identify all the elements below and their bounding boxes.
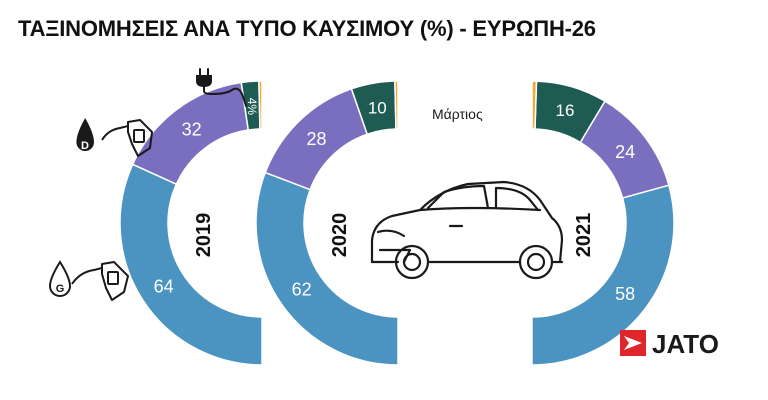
data-label-2021-gasoline: 58: [615, 284, 635, 304]
slice-2020-other: [394, 80, 399, 130]
donut-group: 64 32 4% 2019 62 28 10 2020 58 24 16 2021: [119, 80, 675, 366]
jato-logo: JATO: [620, 329, 719, 359]
svg-text:D: D: [81, 140, 89, 152]
slice-2021-gasoline: [531, 184, 675, 366]
slice-2020-gasoline: [255, 171, 399, 366]
gasoline-pump-icon: G: [48, 260, 129, 301]
slice-2021-other: [531, 80, 538, 130]
donut-2021: 58 24 16 2021: [531, 80, 675, 366]
car-outline-icon: [370, 180, 564, 280]
data-label-2021-diesel: 24: [615, 142, 635, 162]
diesel-pump-icon: D: [76, 118, 153, 157]
year-label-2020: 2020: [329, 213, 351, 258]
ev-plug-icon: [196, 68, 247, 107]
data-label-2019-diesel: 32: [182, 120, 202, 140]
data-label-2020-diesel: 28: [306, 129, 326, 149]
page-title: ΤΑΞΙΝΟΜΗΣΕΙΣ ΑΝΑ ΤΥΠΟ ΚΑΥΣΙΜΟΥ (%) - ΕΥΡ…: [18, 16, 596, 41]
slice-2019-gasoline: [119, 163, 263, 366]
month-label: Μάρτιος: [432, 106, 483, 122]
data-label-2020-gasoline: 62: [292, 279, 312, 299]
svg-text:G: G: [56, 283, 65, 295]
donut-2019: 64 32 4% 2019: [119, 80, 263, 366]
data-label-2019-electric: 4%: [245, 98, 259, 116]
year-label-2021: 2021: [573, 213, 595, 258]
jato-logo-text: JATO: [652, 329, 719, 359]
data-label-2019-gasoline: 64: [154, 276, 174, 296]
year-label-2019: 2019: [193, 213, 215, 258]
data-label-2020-electric: 10: [368, 98, 387, 117]
donut-2020: 62 28 10 2020: [255, 80, 399, 366]
data-label-2021-electric: 16: [556, 101, 575, 120]
slice-2019-other: [258, 80, 263, 130]
